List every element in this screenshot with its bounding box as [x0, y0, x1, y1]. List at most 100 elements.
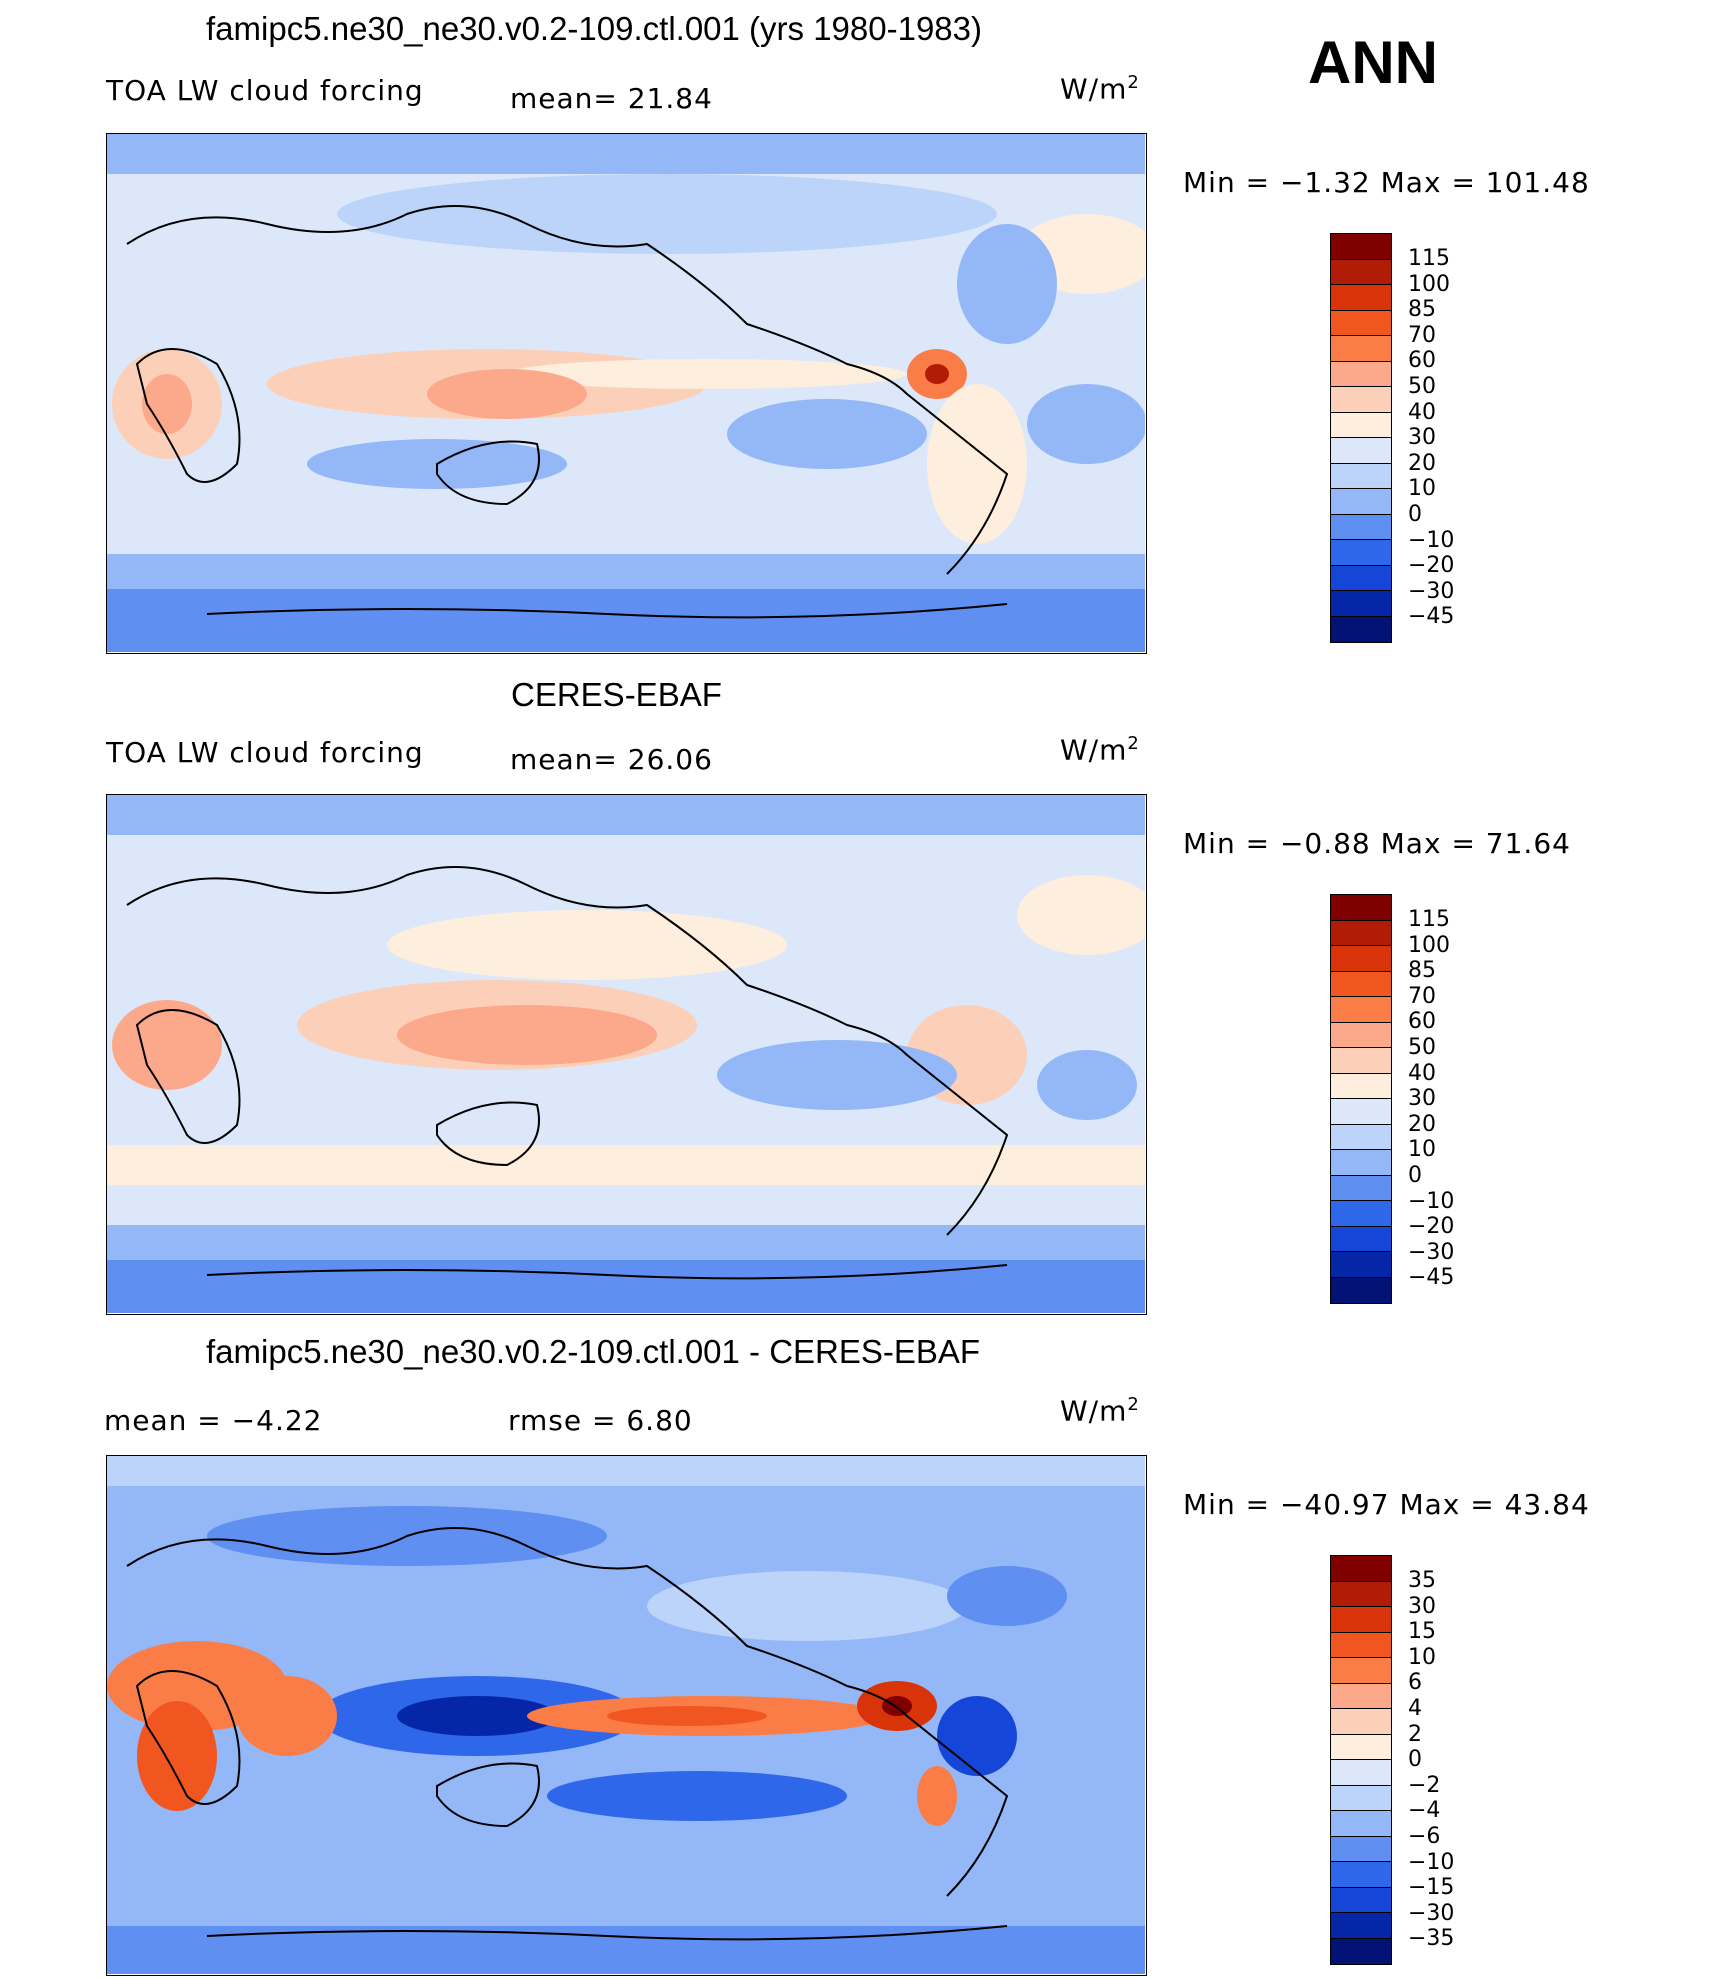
color-swatch	[1331, 1734, 1391, 1760]
color-swatch	[1331, 1175, 1391, 1201]
colorbar-label: 60	[1408, 1009, 1436, 1035]
colorbar-label: 100	[1408, 932, 1450, 958]
colorbar-label: −15	[1408, 1875, 1455, 1901]
panel3-mean: mean = −4.22	[104, 1404, 323, 1437]
colorbar-label: 0	[1408, 502, 1422, 527]
color-swatch	[1331, 1277, 1391, 1303]
color-swatch	[1331, 1836, 1391, 1862]
color-swatch	[1331, 489, 1391, 515]
panel3-minmax: Min = −40.97 Max = 43.84	[1183, 1488, 1590, 1521]
panel1-mean: mean= 21.84	[510, 82, 713, 115]
color-swatch	[1331, 1913, 1391, 1939]
color-swatch	[1331, 1709, 1391, 1735]
colorbar-label: 115	[1408, 246, 1450, 271]
colorbar-label: −6	[1408, 1824, 1441, 1849]
colorbar-label: −30	[1408, 1239, 1455, 1265]
colorbar-label: −10	[1408, 527, 1455, 553]
season-label: ANN	[1308, 29, 1438, 96]
colorbar-label: 40	[1408, 399, 1436, 425]
panel2-variable-label: TOA LW cloud forcing	[106, 736, 424, 769]
color-swatch	[1331, 412, 1391, 438]
panel2-title: CERES-EBAF	[511, 676, 722, 713]
panel2-mean: mean= 26.06	[510, 743, 713, 776]
panel3-rmse: rmse = 6.80	[508, 1404, 693, 1437]
color-swatch	[1331, 1201, 1391, 1227]
color-swatch	[1331, 1607, 1391, 1633]
color-swatch	[1331, 997, 1391, 1023]
colorbar-label: 70	[1408, 322, 1436, 348]
colorbar-label: −30	[1408, 578, 1455, 604]
panel3-colorbar	[1330, 1555, 1392, 1965]
panel3-map	[106, 1455, 1147, 1976]
color-swatch	[1331, 1862, 1391, 1888]
colorbar-label: 50	[1408, 1035, 1436, 1060]
panel2-colorbar	[1330, 894, 1392, 1304]
color-swatch	[1331, 1658, 1391, 1684]
color-swatch	[1331, 1099, 1391, 1125]
colorbar-label: 15	[1408, 1619, 1436, 1645]
color-swatch	[1331, 285, 1391, 311]
colorbar-label: 0	[1408, 1163, 1422, 1188]
color-swatch	[1331, 1252, 1391, 1278]
color-swatch	[1331, 1124, 1391, 1150]
color-swatch	[1331, 1581, 1391, 1607]
colorbar-label: −2	[1408, 1772, 1441, 1798]
color-swatch	[1331, 946, 1391, 972]
colorbar-label: 60	[1408, 348, 1436, 374]
colorbar-label: −20	[1408, 553, 1455, 579]
color-swatch	[1331, 1048, 1391, 1074]
color-swatch	[1331, 1556, 1391, 1582]
colorbar-label: 10	[1408, 476, 1436, 502]
panel1-variable-label: TOA LW cloud forcing	[106, 74, 424, 107]
colorbar-label: 85	[1408, 297, 1436, 323]
colorbar-label: 30	[1408, 1086, 1436, 1112]
colorbar-label: −45	[1408, 1265, 1455, 1291]
colorbar-label: 85	[1408, 958, 1436, 984]
color-swatch	[1331, 234, 1391, 260]
color-swatch	[1331, 463, 1391, 489]
color-swatch	[1331, 1073, 1391, 1099]
panel2-map	[106, 794, 1147, 1315]
color-swatch	[1331, 310, 1391, 336]
color-swatch	[1331, 591, 1391, 617]
colorbar-label: 4	[1408, 1696, 1422, 1721]
color-swatch	[1331, 361, 1391, 387]
panel1-map	[106, 133, 1147, 654]
colorbar-label: −20	[1408, 1214, 1455, 1240]
panel3-title: famipc5.ne30_ne30.v0.2-109.ctl.001 - CER…	[206, 1333, 981, 1370]
color-swatch	[1331, 1022, 1391, 1048]
color-swatch	[1331, 1887, 1391, 1913]
colorbar-label: 6	[1408, 1670, 1422, 1696]
colorbar-label: 100	[1408, 271, 1450, 297]
color-swatch	[1331, 1632, 1391, 1658]
colorbar-label: 20	[1408, 450, 1436, 476]
panel2-units: W/m2	[1060, 733, 1140, 767]
panel3-units: W/m2	[1060, 1394, 1140, 1428]
colorbar-label: −35	[1408, 1926, 1455, 1952]
panel1-colorbar	[1330, 233, 1392, 643]
color-swatch	[1331, 1150, 1391, 1176]
colorbar-label: 50	[1408, 374, 1436, 399]
panel1-units: W/m2	[1060, 72, 1140, 106]
color-swatch	[1331, 895, 1391, 921]
colorbar-label: 20	[1408, 1111, 1436, 1137]
color-swatch	[1331, 259, 1391, 285]
colorbar-label: −30	[1408, 1900, 1455, 1926]
colorbar-label: −4	[1408, 1798, 1441, 1824]
color-swatch	[1331, 1760, 1391, 1786]
color-swatch	[1331, 387, 1391, 413]
colorbar-label: 0	[1408, 1747, 1422, 1773]
color-swatch	[1331, 616, 1391, 642]
color-swatch	[1331, 1811, 1391, 1837]
colorbar-label: −10	[1408, 1849, 1455, 1875]
colorbar-label: 10	[1408, 1644, 1436, 1670]
color-swatch	[1331, 565, 1391, 591]
color-swatch	[1331, 514, 1391, 540]
color-swatch	[1331, 1785, 1391, 1811]
colorbar-label: 40	[1408, 1060, 1436, 1086]
color-swatch	[1331, 540, 1391, 566]
colorbar-label: −45	[1408, 604, 1455, 630]
colorbar-label: 115	[1408, 907, 1450, 932]
color-swatch	[1331, 920, 1391, 946]
color-swatch	[1331, 971, 1391, 997]
